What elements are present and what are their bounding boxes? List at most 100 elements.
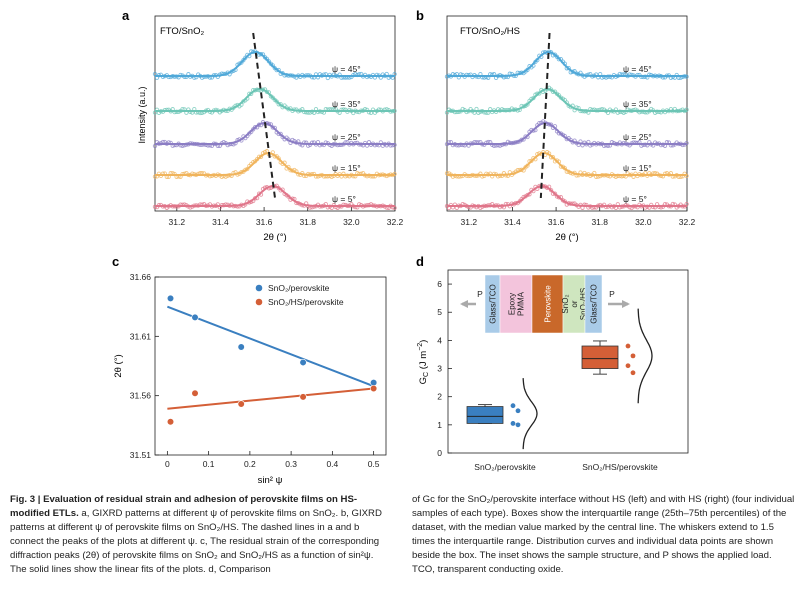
panel-d-frame bbox=[447, 269, 689, 454]
series-line bbox=[155, 50, 395, 77]
panel-b-letter: b bbox=[416, 8, 424, 23]
inset-layer bbox=[531, 274, 564, 334]
x-tick-label: 32.0 bbox=[343, 217, 360, 227]
inset-layer-label: Glass/TCO bbox=[489, 284, 498, 324]
legend-label: SnO₂/HS/perovskite bbox=[268, 297, 344, 307]
caption-d: d, Comparison bbox=[205, 564, 271, 575]
data-point bbox=[515, 408, 521, 414]
inset-layer-label: SnO₂ bbox=[561, 294, 570, 313]
x-tick-label: 0.5 bbox=[368, 459, 380, 469]
load-label-left: P bbox=[477, 289, 483, 299]
figure-caption-right: of Gᴄ for the SnO₂/perovskite interface … bbox=[412, 493, 796, 577]
panel-b-title: FTO/SnO₂/HS bbox=[460, 26, 520, 37]
x-tick-label: 31.8 bbox=[299, 217, 316, 227]
series-label-psi: ψ = 15° bbox=[332, 163, 361, 173]
legend-marker bbox=[255, 298, 263, 306]
data-point bbox=[166, 418, 175, 426]
load-label-right: P bbox=[609, 289, 615, 299]
data-point bbox=[274, 99, 279, 104]
x-tick-label: 32.0 bbox=[635, 217, 652, 227]
x-tick-label: 31.4 bbox=[212, 217, 229, 227]
data-point bbox=[630, 370, 636, 376]
data-point bbox=[625, 363, 631, 369]
panel-d-ylabel: GC (J m−2) bbox=[417, 340, 430, 385]
category-label: SnO₂/perovskite bbox=[474, 462, 536, 472]
panel-c-chart: 2θ (°) sin² ψ 0 0.1 0.2 0.3 0.4 0.5 31.51 31.56… bbox=[113, 272, 387, 486]
data-point bbox=[299, 358, 307, 367]
load-arrowhead-left bbox=[460, 300, 468, 308]
fit-line bbox=[167, 387, 374, 410]
inset-layer-label: SnO₂/HS bbox=[579, 288, 588, 320]
panel-b-chart: FTO/SnO₂/HS 2θ (°) 31.2 31.4 31.6 31.8 32.0 3… bbox=[444, 15, 696, 243]
fit-line bbox=[167, 305, 374, 388]
data-point bbox=[370, 384, 378, 393]
box bbox=[581, 345, 619, 369]
peak-dashed-line bbox=[539, 32, 551, 199]
data-point bbox=[552, 191, 558, 196]
series-label-psi: ψ = 5° bbox=[623, 194, 647, 204]
series-label-psi: ψ = 35° bbox=[332, 99, 361, 109]
series-label-psi: ψ = 5° bbox=[332, 194, 356, 204]
legend-label: SnO₂/perovskite bbox=[268, 283, 330, 293]
x-tick-label: 0 bbox=[165, 459, 170, 469]
data-point bbox=[515, 422, 521, 428]
inset-layer bbox=[499, 274, 533, 334]
series-line bbox=[447, 121, 687, 145]
inset-layer bbox=[584, 274, 603, 334]
x-tick-label: 31.2 bbox=[169, 217, 186, 227]
data-point bbox=[630, 353, 636, 359]
inset-layer-label: Glass/TCO bbox=[590, 284, 599, 324]
data-point bbox=[625, 343, 631, 349]
x-tick-label: 31.2 bbox=[461, 217, 478, 227]
panel-a-title: FTO/SnO₂ bbox=[160, 26, 204, 37]
peak-dashed-line bbox=[252, 32, 276, 199]
figure-caption-left: Fig. 3 | Evaluation of residual strain a… bbox=[10, 493, 392, 577]
panel-a-chart: FTO/SnO₂ Intensity (a.u.) 2θ (°) 31.2 31.… bbox=[137, 15, 404, 243]
data-point bbox=[370, 379, 378, 387]
y-tick-label: 5 bbox=[437, 307, 442, 317]
distribution-curve bbox=[637, 308, 653, 404]
caption-a: a, GIXRD patterns at different ψ of pero… bbox=[78, 508, 339, 519]
x-tick-label: 0.4 bbox=[326, 459, 338, 469]
box bbox=[466, 406, 504, 424]
series-line bbox=[155, 121, 395, 145]
data-point bbox=[191, 313, 199, 321]
data-point bbox=[299, 393, 307, 401]
caption-b: b, GIXRD patterns at different ψ of pero… bbox=[10, 508, 382, 547]
y-tick-label: 6 bbox=[437, 279, 442, 289]
y-tick-label: 31.61 bbox=[130, 331, 152, 341]
series-line bbox=[447, 185, 687, 207]
y-tick-label: 0 bbox=[437, 448, 442, 458]
x-tick-label: 31.4 bbox=[504, 217, 521, 227]
panel-a-frame bbox=[154, 15, 396, 212]
data-point bbox=[525, 192, 530, 198]
panel-c-frame bbox=[154, 276, 387, 456]
series-label-psi: ψ = 25° bbox=[623, 132, 652, 142]
series-label-psi: ψ = 35° bbox=[623, 99, 652, 109]
panel-c-letter: c bbox=[112, 254, 119, 269]
figure-canvas: a b c d FTO/SnO₂ Intensity (a.u.) 2θ (°)… bbox=[112, 8, 696, 486]
x-tick-label: 31.8 bbox=[591, 217, 608, 227]
data-point bbox=[510, 421, 516, 426]
load-arrowhead-right bbox=[622, 300, 630, 308]
inset-layer-label: Epoxy bbox=[508, 293, 517, 315]
y-tick-label: 31.66 bbox=[130, 272, 152, 282]
x-tick-label: 32.2 bbox=[387, 217, 404, 227]
panel-d-chart: GC (J m−2) 0 1 2 3 4 5 6 SnO₂/perovskite SnO₂/HS… bbox=[417, 269, 689, 472]
panel-c-xlabel: sin² ψ bbox=[258, 475, 283, 486]
panel-c-ylabel: 2θ (°) bbox=[113, 354, 124, 377]
panel-b-xlabel: 2θ (°) bbox=[555, 232, 578, 243]
series-line bbox=[447, 152, 687, 176]
y-tick-label: 31.56 bbox=[130, 391, 152, 401]
x-tick-label: 0.1 bbox=[203, 459, 215, 469]
series-label-psi: ψ = 45° bbox=[623, 64, 652, 74]
series-label-psi: ψ = 15° bbox=[623, 163, 652, 173]
y-tick-label: 3 bbox=[437, 364, 442, 374]
inset-layer-label: Perovskite bbox=[544, 285, 553, 323]
series-label-psi: ψ = 25° bbox=[332, 132, 361, 142]
panel-a-xlabel: 2θ (°) bbox=[263, 232, 286, 243]
series-line bbox=[155, 184, 395, 207]
series-line bbox=[155, 87, 395, 112]
sample-structure-inset: Glass/TCO Epoxy PMMA Perovskite SnO₂ or SnO₂/H… bbox=[460, 274, 630, 334]
data-point bbox=[237, 400, 245, 408]
